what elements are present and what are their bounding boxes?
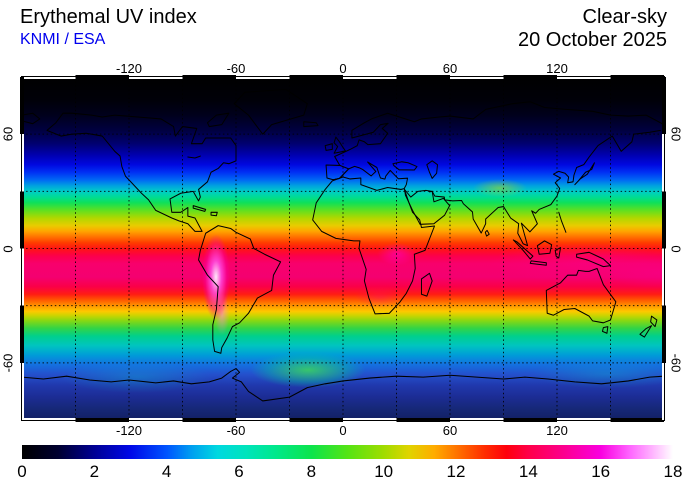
lat-tick-label-left: 0: [0, 244, 16, 253]
lon-tick-label-bottom: 0: [339, 423, 347, 438]
coast-new-zealand-north: [650, 315, 658, 328]
coast-hispaniola: [210, 211, 218, 217]
sky-condition: Clear-sky: [582, 6, 667, 28]
coast-sulawesi: [554, 247, 562, 259]
coast-australia: [545, 267, 617, 324]
lon-tick-label-top: -120: [115, 61, 143, 76]
colorbar: [22, 445, 673, 459]
coast-japan: [574, 162, 595, 186]
lat-tick-label-left: 60: [0, 126, 16, 142]
coast-greenland: [233, 88, 308, 135]
coast-tasmania: [601, 326, 609, 334]
colorbar-tick-label: 10: [374, 462, 394, 481]
lon-tick-label-top: 60: [442, 61, 458, 76]
coast-chukotka: [22, 112, 41, 125]
coast-east-asia: [429, 129, 661, 247]
colorbar-tick-label: 12: [446, 462, 466, 481]
coast-philippines: [558, 211, 567, 233]
coast-africa: [312, 176, 435, 315]
coast-new-zealand-south: [639, 325, 653, 338]
coast-baffin: [206, 112, 230, 128]
colorbar-tick-label: 18: [663, 462, 683, 481]
lon-tick-label-bottom: 60: [442, 423, 458, 438]
colorbar-tick-label: 0: [17, 462, 27, 481]
lon-tick-label-top: -60: [226, 61, 246, 76]
world-map: [20, 75, 666, 422]
coast-north-america: [46, 112, 237, 232]
graticule-grid: [22, 77, 664, 420]
colorbar-tick-label: 8: [306, 462, 317, 481]
lat-tick-label-right: -60: [668, 353, 684, 373]
colorbar-tick-label: 2: [89, 462, 100, 481]
zebra-border-bottom: [22, 418, 664, 422]
page-title: Erythemal UV index: [20, 6, 197, 28]
coast-caspian-sea: [426, 160, 439, 179]
coast-great-lakes: [187, 155, 201, 159]
coast-sumatra: [512, 239, 534, 260]
coast-black-sea: [392, 161, 418, 171]
lat-tick-label-right: 0: [668, 244, 684, 253]
zebra-border-left: [20, 77, 24, 420]
colorbar-tick-label: 6: [234, 462, 244, 481]
lon-tick-label-top: 0: [339, 61, 347, 76]
coast-iceland: [303, 121, 319, 128]
colorbar-tick-label: 16: [591, 462, 611, 481]
coast-mediterranean: [332, 161, 409, 190]
coast-sri-lanka: [484, 229, 490, 237]
coast-britain: [333, 136, 346, 154]
lat-tick-label-left: -60: [0, 353, 16, 373]
zebra-border-right: [662, 77, 666, 420]
coast-java: [529, 260, 547, 266]
coast-antarctica: [22, 368, 664, 402]
coast-new-guinea: [576, 251, 611, 268]
colorbar-tick-label: 14: [518, 462, 538, 481]
zebra-border-top: [22, 75, 664, 79]
colorbar-tick-label: 4: [161, 462, 172, 481]
coast-south-america: [198, 225, 282, 354]
lon-tick-label-bottom: -120: [115, 423, 143, 438]
coast-arabia: [404, 188, 451, 225]
data-source: KNMI / ESA: [20, 31, 106, 48]
coast-ireland: [324, 143, 333, 151]
lat-tick-label-right: 60: [668, 126, 684, 142]
continent-outlines: [22, 88, 664, 402]
coast-cuba: [192, 205, 207, 212]
lon-tick-label-bottom: 120: [546, 423, 568, 438]
coast-madagascar: [420, 272, 433, 297]
coast-north-europe-siberia: [334, 101, 664, 166]
lon-tick-label-top: 120: [546, 61, 568, 76]
coast-borneo: [536, 240, 553, 255]
map-date: 20 October 2025: [518, 29, 667, 51]
lon-tick-label-bottom: -60: [226, 423, 246, 438]
